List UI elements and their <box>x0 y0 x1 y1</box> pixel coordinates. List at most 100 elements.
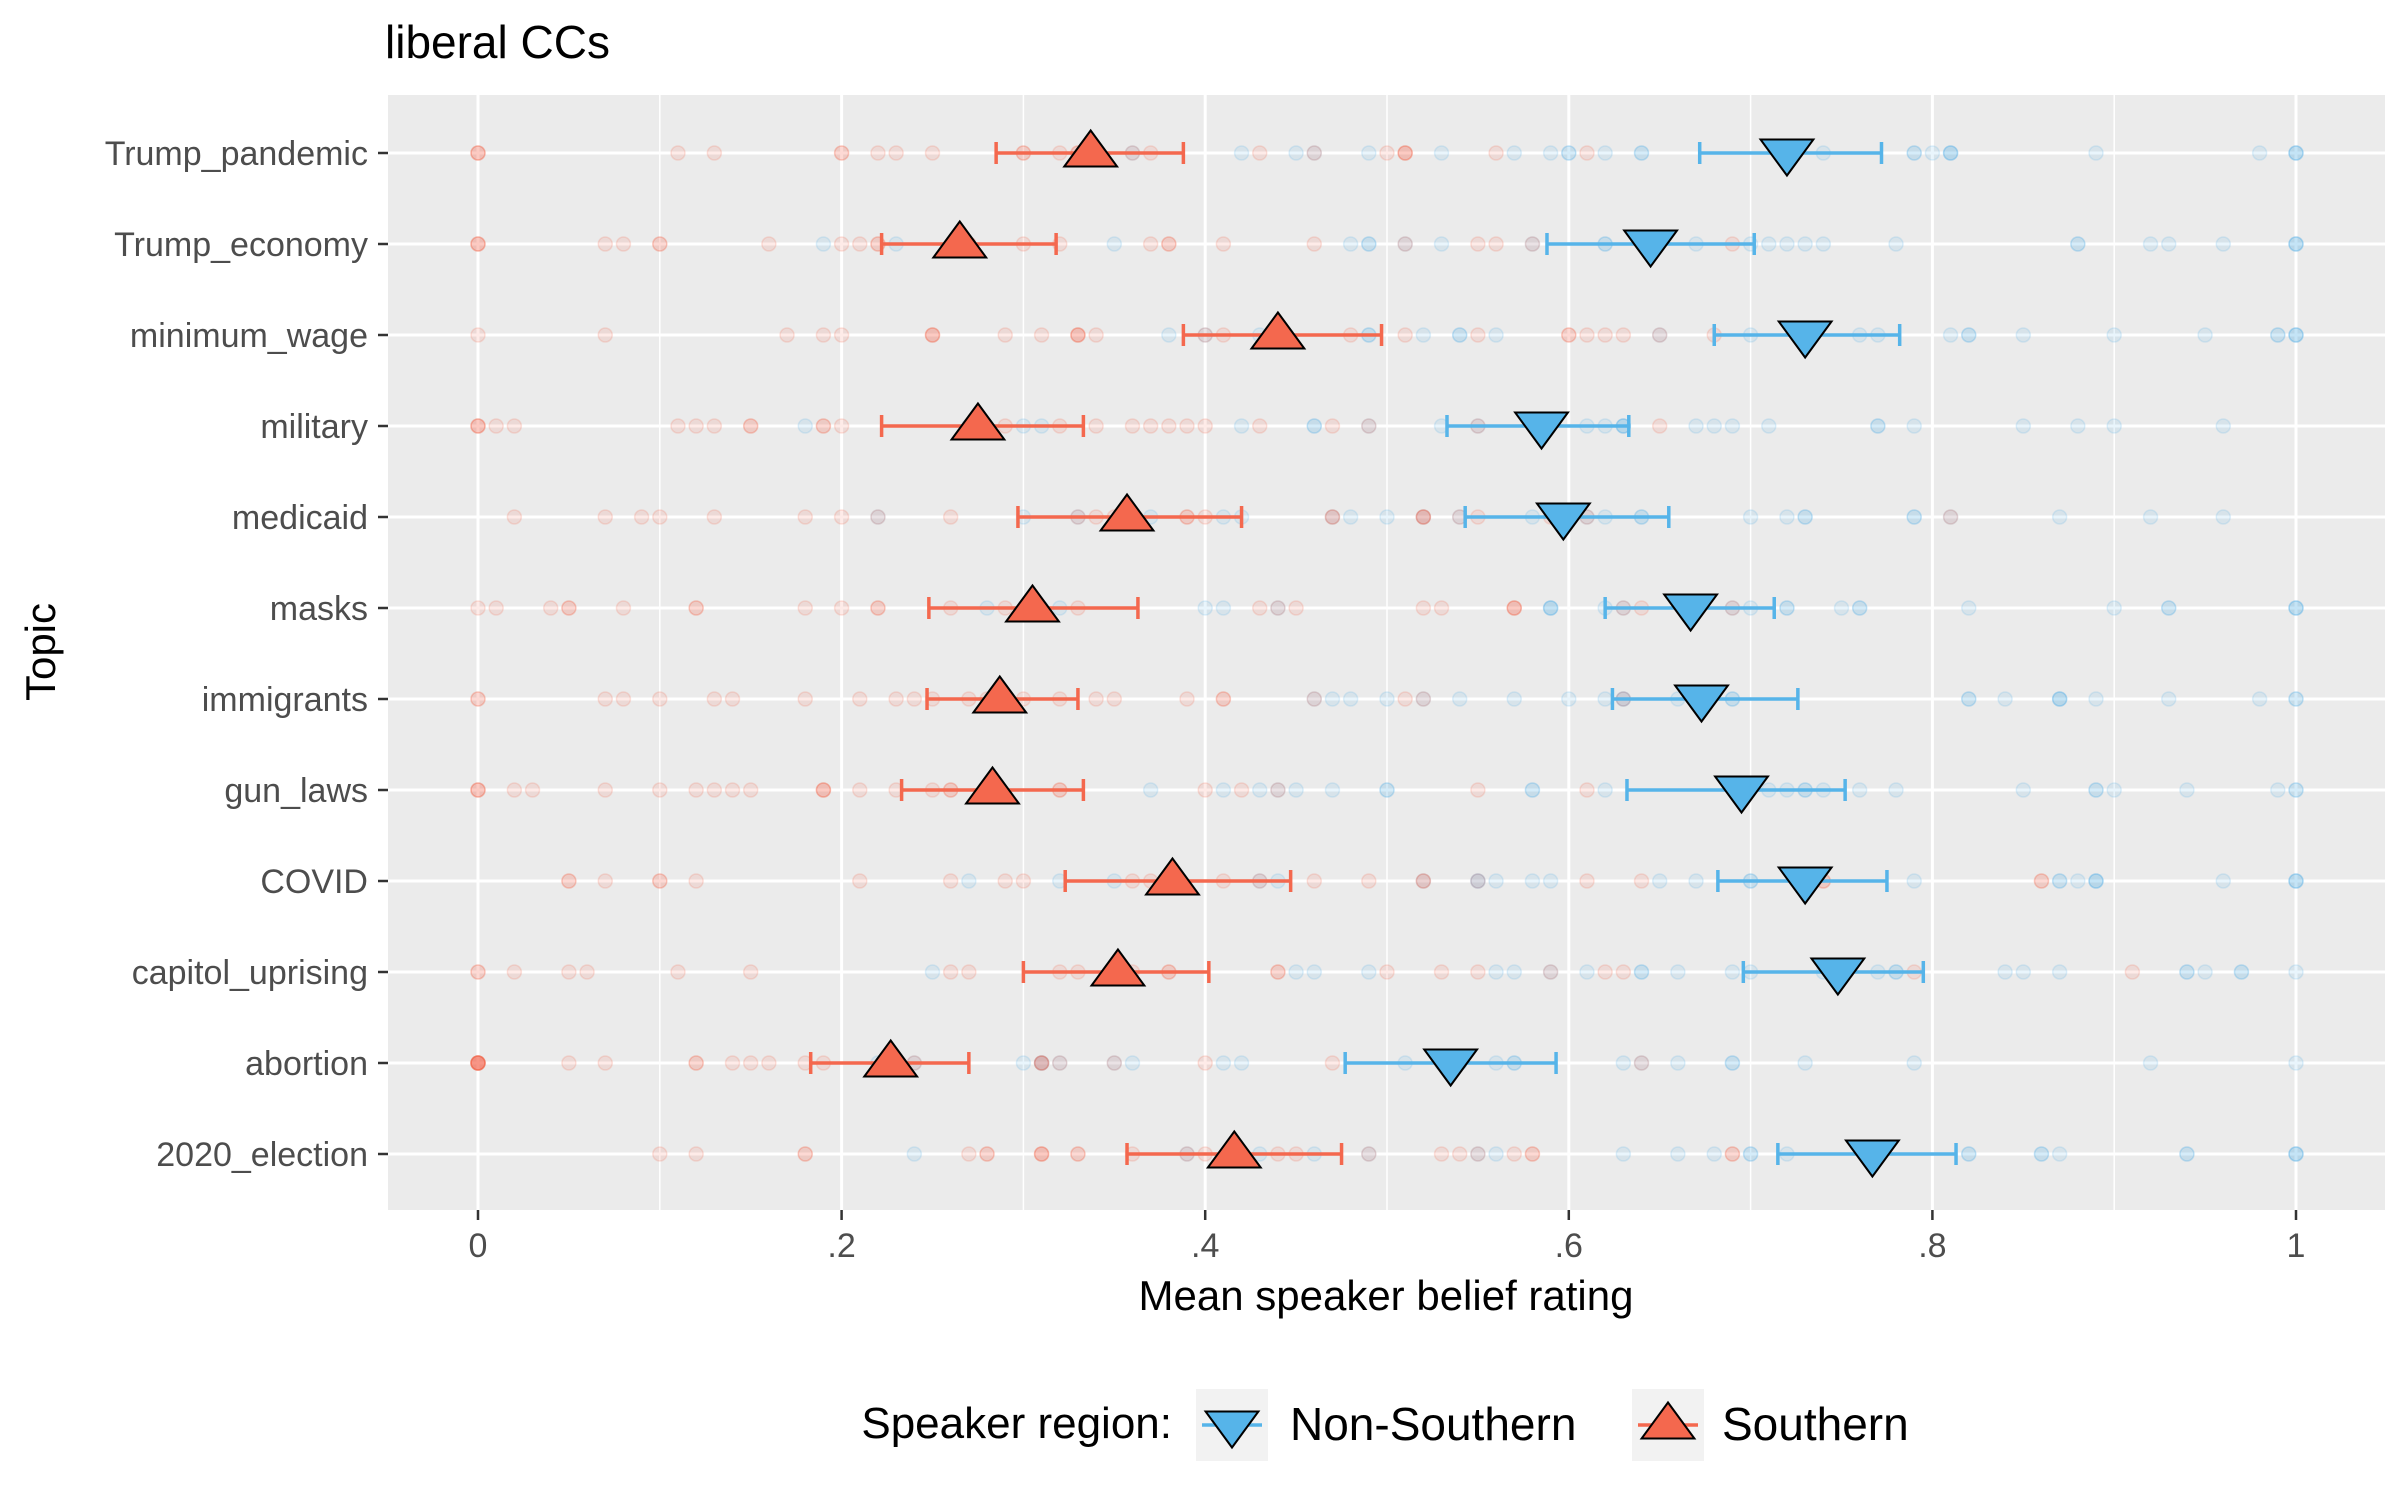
raw-point <box>1888 236 1904 252</box>
raw-point <box>2088 145 2104 161</box>
raw-point <box>833 145 850 161</box>
raw-point <box>1961 691 1977 707</box>
raw-point <box>961 873 977 889</box>
raw-point <box>742 1055 759 1071</box>
raw-point <box>1506 964 1523 980</box>
raw-point <box>2070 418 2086 434</box>
raw-point <box>652 236 668 252</box>
raw-point <box>1906 873 1922 889</box>
raw-point <box>1451 1146 1468 1162</box>
raw-point <box>1361 964 1377 980</box>
raw-point <box>1451 327 1468 343</box>
raw-point <box>961 1146 977 1162</box>
raw-point <box>1324 1055 1341 1071</box>
raw-point <box>1415 691 1432 707</box>
y-tick-label: 2020_election <box>156 1136 368 1174</box>
raw-point <box>1488 236 1504 252</box>
raw-point <box>1579 145 1595 161</box>
raw-point <box>1270 964 1286 980</box>
raw-point <box>1542 145 1559 161</box>
raw-point <box>1106 691 1123 707</box>
y-tick-label: minimum_wage <box>130 317 368 355</box>
raw-point <box>470 236 486 252</box>
raw-point <box>1470 327 1486 343</box>
raw-point <box>924 145 941 161</box>
raw-point <box>1415 600 1432 616</box>
raw-point <box>2270 327 2286 343</box>
raw-point <box>1633 964 1650 980</box>
raw-point <box>1397 145 1413 161</box>
raw-point <box>524 782 541 798</box>
raw-point <box>1379 691 1395 707</box>
raw-point <box>2015 964 2032 980</box>
raw-point <box>615 691 632 707</box>
mean-marker <box>1534 502 1592 542</box>
raw-point <box>470 1055 486 1071</box>
raw-point <box>2233 964 2250 980</box>
raw-point <box>942 509 959 525</box>
raw-point <box>688 600 704 616</box>
raw-point <box>1724 1146 1741 1162</box>
raw-point <box>2142 1055 2159 1071</box>
raw-point <box>924 327 941 343</box>
raw-point <box>1306 873 1323 889</box>
raw-point <box>815 782 832 798</box>
raw-point <box>2160 691 2177 707</box>
raw-point <box>1742 509 1759 525</box>
raw-point <box>1597 327 1613 343</box>
raw-point <box>1779 236 1795 252</box>
raw-point <box>1561 327 1577 343</box>
raw-point <box>1342 691 1359 707</box>
raw-point <box>2288 782 2304 798</box>
raw-point <box>1470 964 1486 980</box>
raw-point <box>615 236 632 252</box>
raw-point <box>1251 782 1268 798</box>
raw-point <box>2179 964 2195 980</box>
raw-point <box>1379 782 1395 798</box>
raw-point <box>1197 1055 1213 1071</box>
raw-point <box>1306 145 1323 161</box>
raw-point <box>1633 873 1650 889</box>
raw-point <box>1506 600 1523 616</box>
raw-point <box>1052 1055 1068 1071</box>
raw-point <box>1052 1055 1068 1071</box>
mean-marker <box>1662 593 1719 633</box>
raw-point <box>724 782 741 798</box>
raw-point <box>1233 782 1250 798</box>
raw-point <box>2070 236 2086 252</box>
raw-point <box>2015 327 2032 343</box>
raw-point <box>470 418 486 434</box>
raw-point <box>1851 600 1868 616</box>
raw-point <box>2070 236 2086 252</box>
raw-point <box>1633 145 1650 161</box>
x-tick-label: .6 <box>1555 1227 1583 1265</box>
legend-label: Non-Southern <box>1290 1398 1576 1450</box>
raw-point <box>2288 327 2304 343</box>
raw-point <box>833 418 850 434</box>
raw-point <box>2288 964 2304 980</box>
raw-point <box>470 1055 486 1071</box>
raw-point <box>1215 1055 1232 1071</box>
raw-point <box>852 873 868 889</box>
raw-point <box>942 964 959 980</box>
y-tick-label: Trump_pandemic <box>105 135 368 173</box>
raw-point <box>470 782 486 798</box>
raw-point <box>1397 145 1413 161</box>
raw-point <box>688 418 704 434</box>
raw-point <box>652 1146 668 1162</box>
y-tick-label: military <box>260 408 368 446</box>
raw-point <box>506 418 523 434</box>
raw-point <box>1797 1055 1813 1071</box>
raw-point <box>815 782 832 798</box>
raw-point <box>1561 145 1577 161</box>
mean-marker <box>1809 957 1867 997</box>
raw-point <box>2288 145 2304 161</box>
legend: Speaker region: Non-Southern Southern <box>861 1389 1909 1461</box>
raw-point <box>506 964 523 980</box>
raw-point <box>2288 873 2304 889</box>
x-tick-label: 0 <box>469 1227 488 1265</box>
raw-point <box>870 600 886 616</box>
raw-point <box>706 691 723 707</box>
raw-point <box>579 964 595 980</box>
raw-point <box>2288 1146 2304 1162</box>
